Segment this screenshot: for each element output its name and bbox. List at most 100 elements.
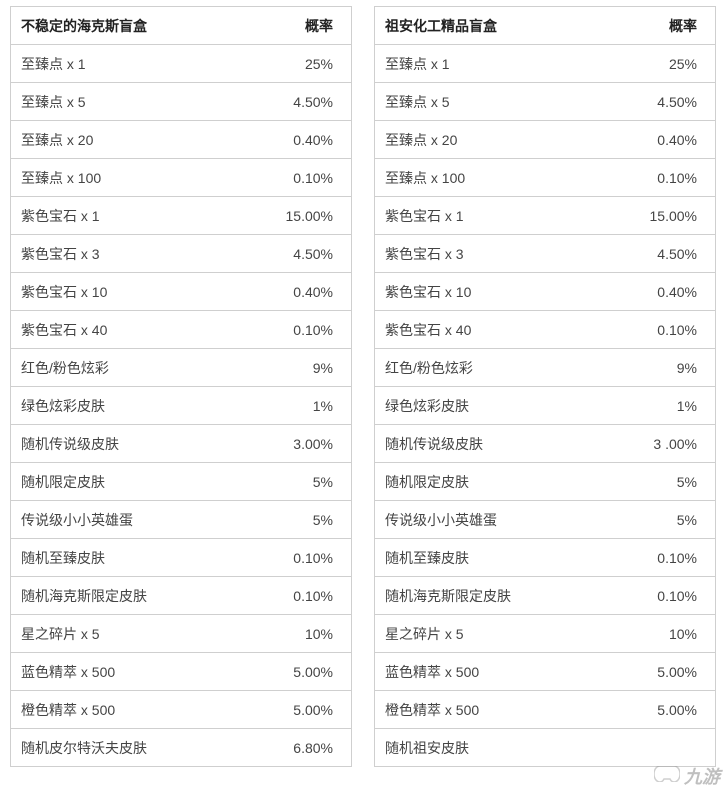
cell-rate: 15.00% — [600, 197, 716, 235]
cell-item: 随机传说级皮肤 — [11, 425, 236, 463]
table-row: 紫色宝石 x 100.40% — [375, 273, 716, 311]
cell-rate: 0.40% — [600, 121, 716, 159]
cell-item: 紫色宝石 x 40 — [375, 311, 600, 349]
cell-item: 橙色精萃 x 500 — [375, 691, 600, 729]
cell-rate: 10% — [236, 615, 352, 653]
header-rate: 概率 — [236, 7, 352, 45]
cell-item: 至臻点 x 1 — [11, 45, 236, 83]
table-row: 至臻点 x 54.50% — [11, 83, 352, 121]
cell-item: 随机皮尔特沃夫皮肤 — [11, 729, 236, 767]
header-item: 不稳定的海克斯盲盒 — [11, 7, 236, 45]
cell-rate: 5% — [236, 501, 352, 539]
cell-rate: 4.50% — [600, 235, 716, 273]
table-row: 至臻点 x 1000.10% — [375, 159, 716, 197]
cell-item: 随机限定皮肤 — [375, 463, 600, 501]
table-row: 随机限定皮肤5% — [375, 463, 716, 501]
cell-rate: 15.00% — [236, 197, 352, 235]
header-item: 祖安化工精品盲盒 — [375, 7, 600, 45]
table-row: 随机传说级皮肤3.00% — [11, 425, 352, 463]
table-row: 至臻点 x 200.40% — [11, 121, 352, 159]
table-row: 星之碎片 x 510% — [375, 615, 716, 653]
cell-item: 红色/粉色炫彩 — [11, 349, 236, 387]
cell-rate: 25% — [236, 45, 352, 83]
cell-item: 至臻点 x 20 — [375, 121, 600, 159]
gamepad-icon — [654, 766, 680, 787]
cell-item: 紫色宝石 x 1 — [11, 197, 236, 235]
cell-rate: 6.80% — [236, 729, 352, 767]
cell-rate: 0.10% — [600, 577, 716, 615]
cell-rate: 1% — [236, 387, 352, 425]
cell-item: 紫色宝石 x 1 — [375, 197, 600, 235]
probability-table-left: 不稳定的海克斯盲盒 概率 至臻点 x 125% 至臻点 x 54.50% 至臻点… — [10, 6, 352, 767]
table-row: 红色/粉色炫彩9% — [11, 349, 352, 387]
table-row: 蓝色精萃 x 5005.00% — [11, 653, 352, 691]
table-row: 星之碎片 x 510% — [11, 615, 352, 653]
cell-item: 至臻点 x 100 — [375, 159, 600, 197]
probability-table-right: 祖安化工精品盲盒 概率 至臻点 x 125% 至臻点 x 54.50% 至臻点 … — [374, 6, 716, 767]
table-row: 至臻点 x 54.50% — [375, 83, 716, 121]
table-row: 传说级小小英雄蛋5% — [375, 501, 716, 539]
cell-item: 紫色宝石 x 3 — [11, 235, 236, 273]
cell-item: 传说级小小英雄蛋 — [375, 501, 600, 539]
cell-rate: 10% — [600, 615, 716, 653]
cell-rate: 5% — [600, 501, 716, 539]
cell-item: 蓝色精萃 x 500 — [11, 653, 236, 691]
table-row: 紫色宝石 x 115.00% — [11, 197, 352, 235]
cell-rate: 0.10% — [236, 311, 352, 349]
cell-rate: 0.10% — [236, 159, 352, 197]
table-row: 绿色炫彩皮肤1% — [375, 387, 716, 425]
table-row: 随机海克斯限定皮肤0.10% — [375, 577, 716, 615]
cell-item: 至臻点 x 20 — [11, 121, 236, 159]
cell-rate: 5.00% — [236, 653, 352, 691]
cell-item: 随机至臻皮肤 — [11, 539, 236, 577]
cell-item: 绿色炫彩皮肤 — [11, 387, 236, 425]
cell-item: 随机传说级皮肤 — [375, 425, 600, 463]
table-row: 随机限定皮肤5% — [11, 463, 352, 501]
cell-item: 红色/粉色炫彩 — [375, 349, 600, 387]
cell-item: 橙色精萃 x 500 — [11, 691, 236, 729]
table-row: 紫色宝石 x 400.10% — [375, 311, 716, 349]
cell-rate: 0.10% — [600, 539, 716, 577]
table-row: 至臻点 x 125% — [11, 45, 352, 83]
header-rate: 概率 — [600, 7, 716, 45]
table-row: 紫色宝石 x 34.50% — [375, 235, 716, 273]
table-left-wrapper: 不稳定的海克斯盲盒 概率 至臻点 x 125% 至臻点 x 54.50% 至臻点… — [10, 6, 352, 767]
cell-item: 至臻点 x 1 — [375, 45, 600, 83]
cell-rate: 5% — [236, 463, 352, 501]
cell-rate: 3 .00% — [600, 425, 716, 463]
cell-rate: 0.10% — [600, 159, 716, 197]
cell-item: 至臻点 x 100 — [11, 159, 236, 197]
cell-item: 至臻点 x 5 — [11, 83, 236, 121]
cell-item: 传说级小小英雄蛋 — [11, 501, 236, 539]
table-row: 橙色精萃 x 5005.00% — [375, 691, 716, 729]
cell-rate: 0.40% — [600, 273, 716, 311]
table-row: 随机至臻皮肤0.10% — [375, 539, 716, 577]
table-row: 紫色宝石 x 115.00% — [375, 197, 716, 235]
cell-rate: 9% — [600, 349, 716, 387]
table-row: 橙色精萃 x 5005.00% — [11, 691, 352, 729]
cell-rate: 4.50% — [236, 83, 352, 121]
cell-item: 星之碎片 x 5 — [375, 615, 600, 653]
cell-item: 绿色炫彩皮肤 — [375, 387, 600, 425]
cell-rate: 4.50% — [236, 235, 352, 273]
cell-rate: 0.10% — [236, 577, 352, 615]
cell-rate: 5.00% — [600, 653, 716, 691]
cell-item: 至臻点 x 5 — [375, 83, 600, 121]
cell-rate: 0.10% — [236, 539, 352, 577]
cell-item: 紫色宝石 x 40 — [11, 311, 236, 349]
table-right-wrapper: 祖安化工精品盲盒 概率 至臻点 x 125% 至臻点 x 54.50% 至臻点 … — [374, 6, 716, 767]
cell-rate: 25% — [600, 45, 716, 83]
table-row: 红色/粉色炫彩9% — [375, 349, 716, 387]
cell-rate: 0.40% — [236, 121, 352, 159]
cell-rate: 5.00% — [600, 691, 716, 729]
table-header-row: 祖安化工精品盲盒 概率 — [375, 7, 716, 45]
table-row: 至臻点 x 200.40% — [375, 121, 716, 159]
cell-item: 随机至臻皮肤 — [375, 539, 600, 577]
table-row: 随机至臻皮肤0.10% — [11, 539, 352, 577]
cell-item: 紫色宝石 x 3 — [375, 235, 600, 273]
table-row: 随机传说级皮肤3 .00% — [375, 425, 716, 463]
cell-rate: 5% — [600, 463, 716, 501]
table-row: 蓝色精萃 x 5005.00% — [375, 653, 716, 691]
table-row: 至臻点 x 1000.10% — [11, 159, 352, 197]
cell-item: 随机祖安皮肤 — [375, 729, 600, 767]
